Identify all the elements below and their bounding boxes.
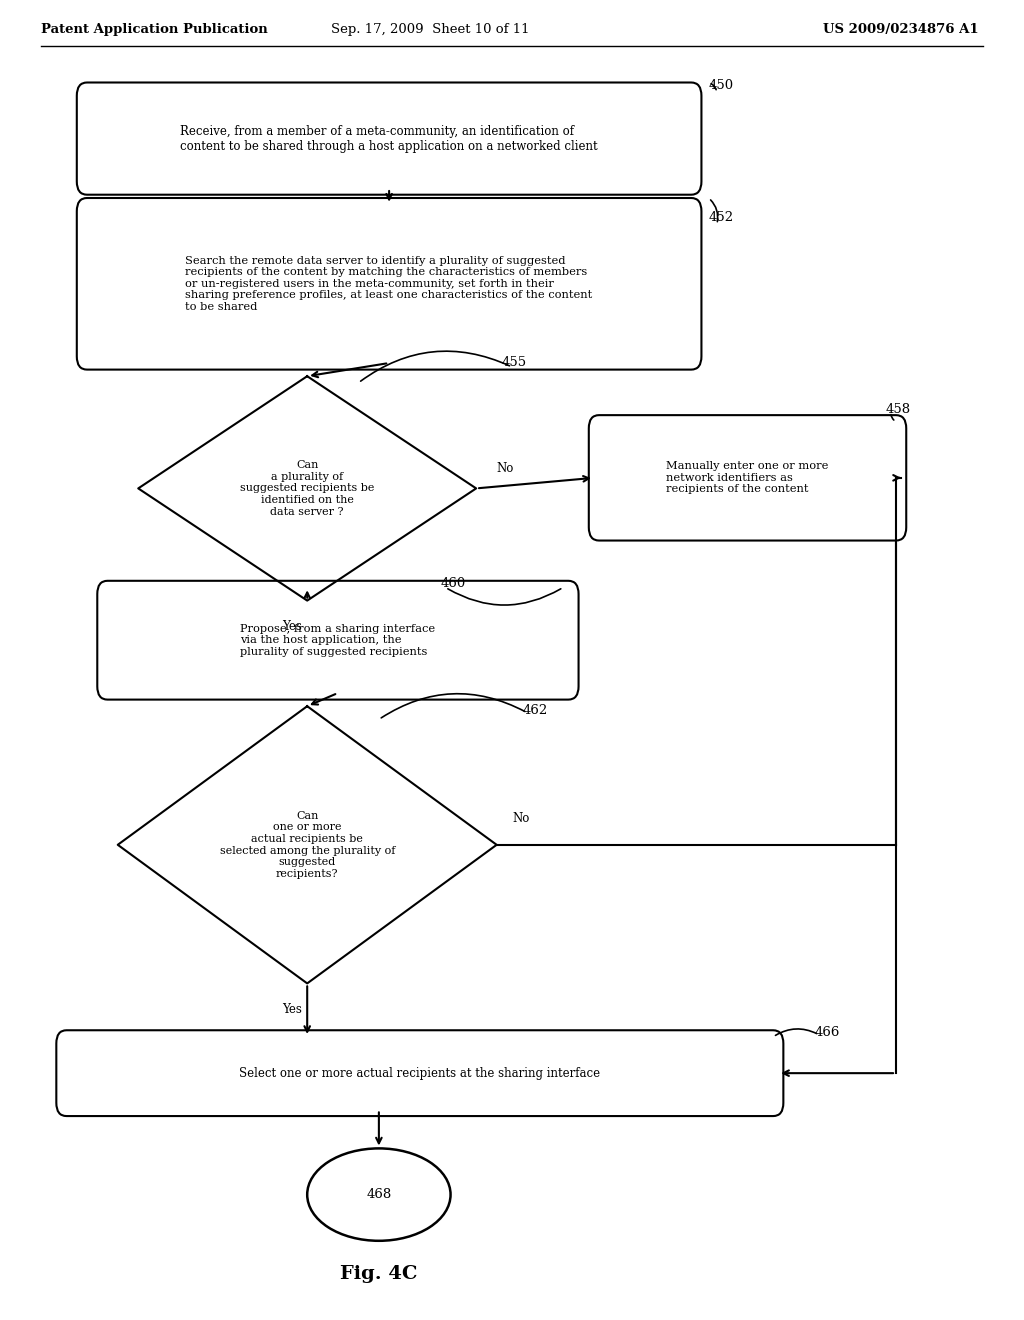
Text: Yes: Yes [283,620,302,634]
FancyBboxPatch shape [56,1030,783,1117]
Text: US 2009/0234876 A1: US 2009/0234876 A1 [823,22,979,36]
Text: Sep. 17, 2009  Sheet 10 of 11: Sep. 17, 2009 Sheet 10 of 11 [331,22,529,36]
Text: 460: 460 [440,577,466,590]
Text: 462: 462 [522,704,548,717]
FancyBboxPatch shape [589,414,906,541]
Text: Can
a plurality of
suggested recipients be
identified on the
data server ?: Can a plurality of suggested recipients … [240,461,375,516]
Text: Patent Application Publication: Patent Application Publication [41,22,267,36]
Polygon shape [138,376,476,601]
FancyBboxPatch shape [77,198,701,370]
Text: Can
one or more
actual recipients be
selected among the plurality of
suggested
r: Can one or more actual recipients be sel… [219,810,395,879]
Text: 458: 458 [886,403,911,416]
FancyBboxPatch shape [77,82,701,195]
Text: Search the remote data server to identify a plurality of suggested
recipients of: Search the remote data server to identif… [185,256,593,312]
Text: Yes: Yes [283,1003,302,1016]
Ellipse shape [307,1148,451,1241]
Text: 468: 468 [367,1188,391,1201]
Text: 455: 455 [502,356,527,370]
Polygon shape [118,706,497,983]
Text: Fig. 4C: Fig. 4C [340,1265,418,1283]
FancyBboxPatch shape [97,581,579,700]
Text: Receive, from a member of a meta-community, an identification of
content to be s: Receive, from a member of a meta-communi… [180,124,598,153]
Text: No: No [512,812,529,825]
Text: Manually enter one or more
network identifiers as
recipients of the content: Manually enter one or more network ident… [667,461,828,495]
Text: 450: 450 [709,79,734,92]
Text: 452: 452 [709,211,734,224]
Text: Propose, from a sharing interface
via the host application, the
plurality of sug: Propose, from a sharing interface via th… [241,623,435,657]
Text: No: No [497,462,514,475]
Text: Select one or more actual recipients at the sharing interface: Select one or more actual recipients at … [240,1067,600,1080]
Text: 466: 466 [814,1026,840,1039]
